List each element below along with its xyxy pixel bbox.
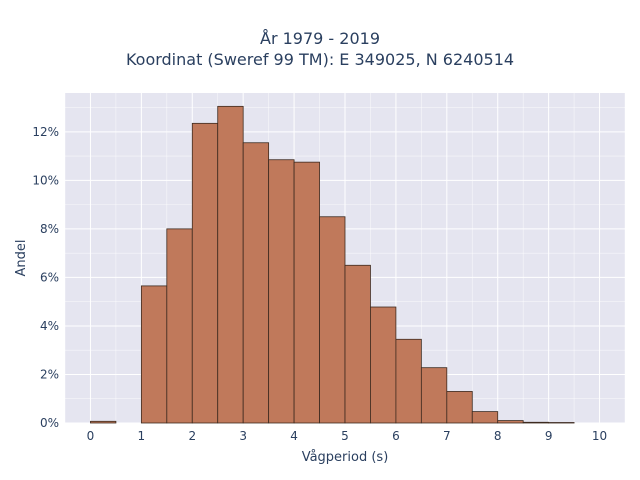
- histogram-bar: [166, 228, 193, 424]
- x-tick-label: 6: [392, 429, 400, 443]
- histogram-bar: [90, 420, 117, 424]
- y-tick-label: 10%: [32, 173, 59, 187]
- histogram-bar: [471, 411, 499, 424]
- y-tick-label: 6%: [40, 270, 59, 284]
- histogram-bar: [242, 142, 270, 424]
- y-tick-label: 2%: [40, 367, 59, 381]
- x-tick-label: 2: [188, 429, 196, 443]
- x-tick-label: 7: [443, 429, 451, 443]
- histogram-bar: [548, 422, 575, 424]
- histogram-bar: [217, 105, 244, 424]
- histogram-bar: [395, 338, 422, 424]
- histogram-bar: [370, 306, 397, 424]
- x-axis-label: Vågperiod (s): [302, 450, 389, 465]
- histogram-bar: [420, 367, 448, 424]
- y-tick-labels: 0% 2% 4% 6% 8% 10% 12%: [32, 125, 59, 430]
- x-tick-label: 9: [545, 429, 553, 443]
- histogram-bar: [319, 216, 346, 424]
- x-tick-labels: 0 1 2 3 4 5 6 7 8 9 10: [87, 429, 608, 443]
- histogram-bar: [344, 264, 371, 424]
- chart-title: År 1979 - 2019: [260, 29, 380, 48]
- histogram-bar: [522, 421, 550, 424]
- x-tick-label: 5: [341, 429, 349, 443]
- y-tick-label: 8%: [40, 222, 59, 236]
- y-tick-label: 0%: [40, 416, 59, 430]
- histogram-bar: [268, 159, 295, 424]
- bars: [90, 105, 575, 424]
- y-tick-label: 4%: [40, 319, 59, 333]
- x-tick-label: 8: [494, 429, 502, 443]
- histogram-bar: [446, 391, 473, 424]
- x-tick-label: 1: [138, 429, 146, 443]
- y-axis-label: Andel: [14, 240, 29, 277]
- histogram-bar: [293, 161, 320, 424]
- histogram-bar: [497, 420, 524, 424]
- histogram-bar: [191, 122, 219, 424]
- x-tick-label: 0: [87, 429, 95, 443]
- x-tick-label: 4: [290, 429, 298, 443]
- y-tick-label: 12%: [32, 125, 59, 139]
- x-tick-label: 3: [239, 429, 247, 443]
- histogram-bar: [140, 285, 168, 424]
- x-tick-label: 10: [592, 429, 607, 443]
- chart-subtitle: Koordinat (Sweref 99 TM): E 349025, N 62…: [125, 50, 515, 69]
